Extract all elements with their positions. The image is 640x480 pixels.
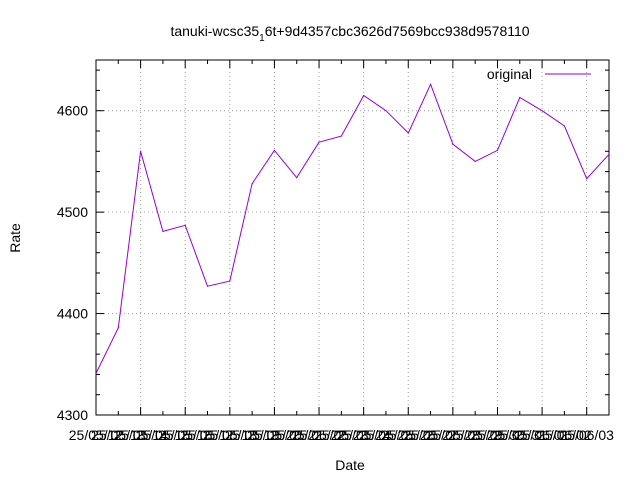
x-tick-labels: 25/05/1225/05/1325/05/1425/05/1525/05/16… — [69, 427, 614, 443]
series-line-original — [95, 82, 610, 374]
x-tick-label: 25/05/16 — [158, 427, 213, 443]
x-tick-label: 25/05/12 — [69, 427, 124, 443]
data-point — [184, 224, 186, 226]
data-point — [496, 149, 499, 151]
x-tick-label: 25/05/22 — [292, 427, 347, 443]
x-tick-label: 25/05/25 — [359, 427, 414, 443]
y-tick-label: 4400 — [57, 306, 88, 322]
plot-frame — [95, 59, 610, 416]
x-tick-label: 25/05/30 — [470, 427, 525, 443]
y-tick-labels: 4300 4400 4500 4600 — [57, 103, 88, 423]
data-point — [407, 132, 409, 134]
data-point — [206, 285, 209, 287]
y-tick-label: 4500 — [57, 204, 88, 220]
data-point — [586, 178, 588, 180]
y-axis-label: Rate — [7, 223, 23, 253]
data-point — [251, 183, 253, 185]
x-tick-label: 25/05/20 — [247, 427, 302, 443]
x-tick-label: 25/05/13 — [91, 427, 146, 443]
x-tick-label: 25/05/19 — [225, 427, 280, 443]
x-tick-label: 25/05/14 — [113, 427, 168, 443]
x-tick-label: 25/05/15 — [136, 427, 191, 443]
x-tick-label: 25/05/21 — [269, 427, 324, 443]
data-point — [563, 125, 565, 127]
y-tick-label: 4300 — [57, 407, 88, 423]
legend-label: original — [487, 66, 532, 82]
chart-title-main: tanuki-wcsc35 — [170, 23, 259, 39]
data-point — [452, 143, 454, 145]
data-point — [340, 135, 342, 137]
data-point — [608, 153, 610, 155]
chart-title-subscript: 1 — [259, 33, 265, 44]
x-axis-label: Date — [335, 457, 365, 473]
data-point — [519, 96, 521, 99]
x-tick-label: 25/06/01 — [515, 427, 570, 443]
chart-title-rest: 6t+9d4357cbc3626d7569bcc938d9578110 — [265, 23, 530, 39]
grid-lines — [96, 60, 609, 415]
x-tick-label: 25/05/31 — [493, 427, 548, 443]
data-point — [296, 177, 298, 179]
data-point — [117, 327, 119, 329]
data-point — [229, 280, 231, 282]
data-point — [140, 150, 142, 152]
x-tick-label: 25/05/27 — [403, 427, 458, 443]
x-tick-label: 25/05/26 — [381, 427, 436, 443]
data-point — [363, 94, 365, 97]
series-layer — [95, 82, 610, 375]
x-tick-label: 25/05/18 — [203, 427, 258, 443]
x-tick-label: 25/05/23 — [314, 427, 369, 443]
data-point — [474, 160, 476, 163]
data-point — [318, 141, 320, 143]
data-point — [95, 372, 97, 375]
chart-title: tanuki-wcsc3516t+9d4357cbc3626d7569bcc93… — [170, 23, 529, 44]
data-point — [273, 149, 276, 151]
x-tick-label: 25/06/03 — [559, 427, 614, 443]
data-point — [429, 83, 432, 85]
data-point — [541, 110, 543, 112]
data-point — [162, 230, 164, 233]
tick-marks — [95, 60, 609, 416]
x-tick-label: 25/05/24 — [336, 427, 391, 443]
data-point — [385, 110, 387, 112]
x-tick-label: 25/05/28 — [426, 427, 481, 443]
x-tick-label: 25/05/29 — [448, 427, 503, 443]
legend: original — [487, 66, 591, 82]
y-tick-label: 4600 — [57, 103, 88, 119]
x-tick-label: 25/06/02 — [537, 427, 592, 443]
x-tick-label: 25/05/17 — [180, 427, 235, 443]
